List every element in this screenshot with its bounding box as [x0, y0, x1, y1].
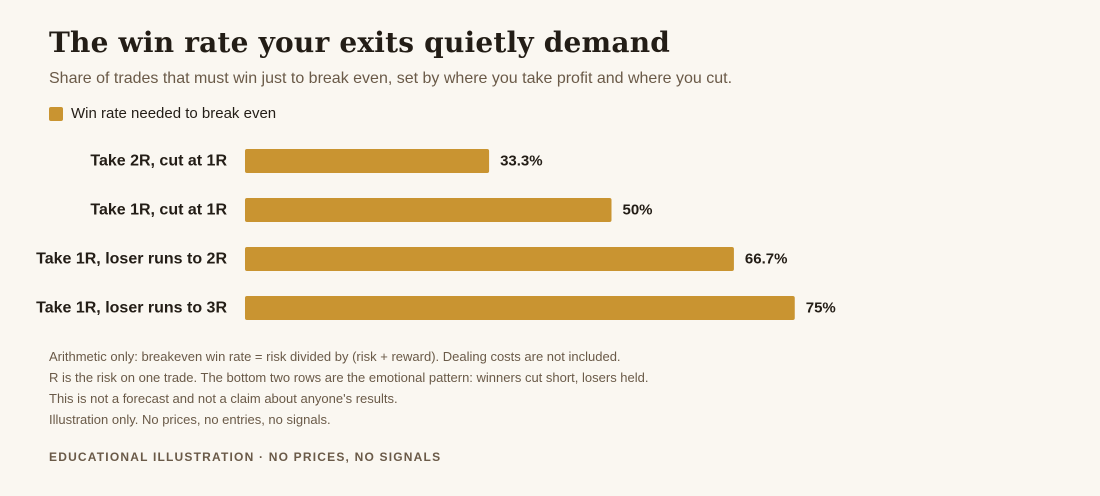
bar — [245, 296, 795, 320]
data-label: 66.7% — [745, 251, 788, 268]
note-line: Illustration only. No prices, no entries… — [49, 412, 331, 427]
category-label: Take 2R, cut at 1R — [90, 153, 227, 170]
data-label: 33.3% — [500, 153, 543, 170]
bar — [245, 149, 490, 173]
footer-disclaimer: EDUCATIONAL ILLUSTRATION · NO PRICES, NO… — [49, 450, 442, 464]
data-label: 75% — [806, 300, 836, 317]
note-line: Arithmetic only: breakeven win rate = ri… — [49, 349, 621, 364]
category-label: Take 1R, loser runs to 3R — [36, 300, 227, 317]
data-label: 50% — [623, 202, 653, 219]
note-line: This is not a forecast and not a claim a… — [49, 391, 398, 406]
bar — [245, 247, 734, 271]
note-line: R is the risk on one trade. The bottom t… — [49, 370, 649, 385]
legend-label: Win rate needed to break even — [71, 105, 277, 122]
category-label: Take 1R, loser runs to 2R — [36, 251, 227, 268]
category-label: Take 1R, cut at 1R — [90, 202, 227, 219]
legend: Win rate needed to break even — [49, 105, 276, 122]
legend-swatch — [49, 106, 63, 121]
bar — [245, 198, 612, 222]
bar-chart: Take 2R, cut at 1R 33.3% Take 1R, cut at 1… — [36, 149, 836, 320]
notes: Arithmetic only: breakeven win rate = ri… — [49, 346, 649, 430]
chart-subtitle: Share of trades that must win just to br… — [49, 70, 733, 87]
chart-title: The win rate your exits quietly demand — [49, 26, 671, 59]
